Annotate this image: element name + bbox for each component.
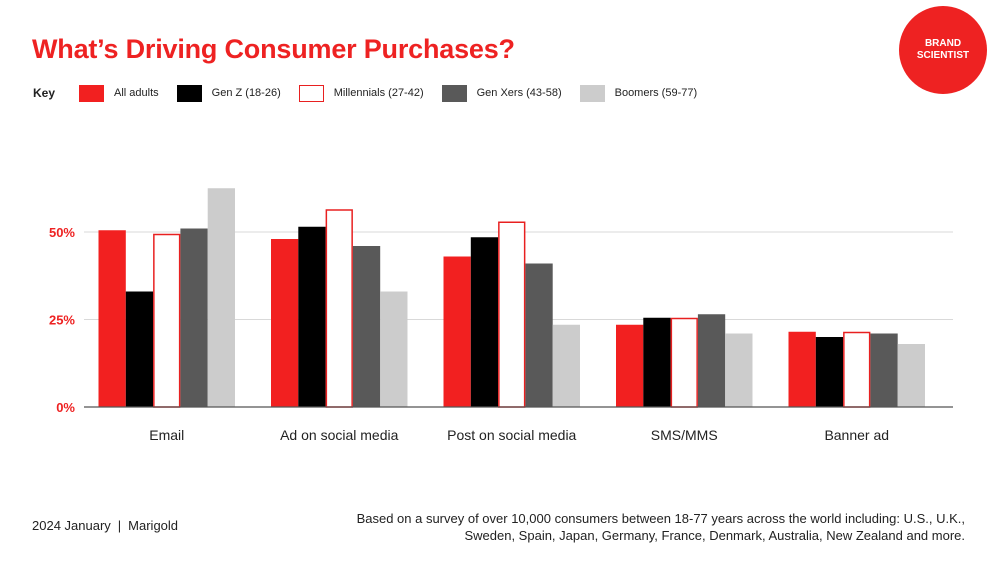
legend-key-label: Key: [33, 86, 56, 100]
bar-boomers-0: [207, 188, 235, 407]
legend-item-gen-z: Gen Z (18-26): [176, 84, 281, 102]
bar-boomers-4: [897, 344, 925, 407]
footer-source: Marigold: [128, 518, 179, 533]
bar-millennials-0: [153, 233, 181, 408]
legend-swatch-gen-x: [441, 84, 467, 102]
x-tick-label: Email: [149, 427, 184, 443]
bar-gen_z-1: [298, 226, 326, 407]
y-tick-label: 25%: [49, 313, 75, 328]
bar-millennials-1: [325, 209, 353, 408]
legend-item-millennials: Millennials (27-42): [298, 84, 424, 102]
legend-label-boomers: Boomers (59-77): [614, 87, 698, 99]
legend-label-all-adults: All adults: [114, 87, 159, 99]
x-tick-label: Ad on social media: [280, 427, 399, 443]
brand-logo-line1: BRAND: [924, 38, 962, 49]
bar-all_adults-3: [616, 324, 644, 407]
survey-note-line1: Based on a survey of over 10,000 consume…: [356, 511, 965, 526]
bar-all_adults-1: [271, 239, 299, 407]
legend-item-all-adults: All adults: [79, 84, 159, 102]
bar-all_adults-2: [443, 256, 471, 407]
bar-boomers-1: [380, 291, 408, 407]
bar-gen_z-0: [125, 291, 154, 407]
bar-gen_z-3: [643, 317, 671, 407]
bar-gen_x-3: [697, 314, 726, 407]
bar-all_adults-4: [788, 331, 816, 407]
survey-note-line2: Sweden, Spain, Japan, Germany, France, D…: [464, 528, 965, 543]
legend-label-gen-z: Gen Z (18-26): [211, 87, 281, 99]
y-tick-label: 50%: [49, 225, 75, 240]
brand-logo-line2: SCIENTIST: [916, 50, 970, 61]
bar-chart: 0% 25% 50% Email Ad on social media Post on s…: [49, 188, 953, 443]
bar-boomers-2: [552, 324, 580, 407]
bar-millennials-4: [843, 331, 871, 408]
bar-all_adults-0: [98, 230, 126, 407]
x-tick-label: SMS/MMS: [651, 427, 718, 443]
footer-divider: |: [117, 518, 122, 533]
footer-date-source: 2024 January | Marigold: [32, 518, 178, 533]
bar-gen_x-0: [180, 228, 208, 407]
bar-gen_z-2: [470, 237, 499, 407]
page-title: What’s Driving Consumer Purchases?: [32, 34, 515, 64]
x-tick-label: Banner ad: [824, 427, 889, 443]
bar-millennials-3: [670, 317, 698, 408]
legend-item-boomers: Boomers (59-77): [579, 84, 698, 102]
legend-swatch-millennials: [298, 84, 324, 102]
survey-note: Based on a survey of over 10,000 consume…: [305, 510, 965, 544]
bar-gen_x-2: [525, 263, 553, 407]
legend-item-gen-x: Gen Xers (43-58): [441, 84, 562, 102]
brand-logo: BRAND SCIENTIST: [899, 6, 987, 94]
legend-swatch-all-adults: [79, 84, 105, 102]
bar-gen_z-4: [815, 337, 844, 407]
x-tick-label: Post on social media: [447, 427, 576, 443]
legend-label-gen-x: Gen Xers (43-58): [476, 87, 562, 99]
footer-date: 2024 January: [32, 518, 111, 533]
legend-label-millennials: Millennials (27-42): [333, 87, 424, 99]
legend-swatch-boomers: [579, 84, 605, 102]
y-tick-label: 0%: [56, 400, 75, 415]
chart-legend: Key All adults Gen Z (18-26) Millennials…: [33, 82, 715, 104]
bar-boomers-3: [725, 333, 753, 407]
legend-swatch-gen-z: [176, 84, 202, 102]
bar-gen_x-4: [870, 333, 898, 407]
bar-millennials-2: [498, 221, 526, 408]
bar-gen_x-1: [352, 246, 381, 407]
